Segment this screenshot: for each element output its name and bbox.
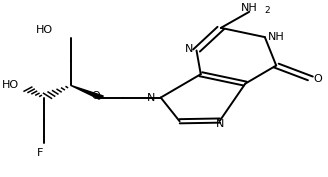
Text: 2: 2: [264, 6, 270, 15]
Text: O: O: [91, 91, 100, 101]
Text: N: N: [147, 93, 155, 102]
Text: NH: NH: [268, 32, 285, 42]
Text: HO: HO: [35, 25, 53, 35]
Text: F: F: [37, 148, 43, 158]
Polygon shape: [71, 85, 103, 99]
Text: N: N: [185, 44, 194, 54]
Text: N: N: [216, 119, 224, 129]
Text: NH: NH: [241, 3, 257, 13]
Text: O: O: [313, 74, 322, 84]
Text: HO: HO: [1, 80, 18, 90]
